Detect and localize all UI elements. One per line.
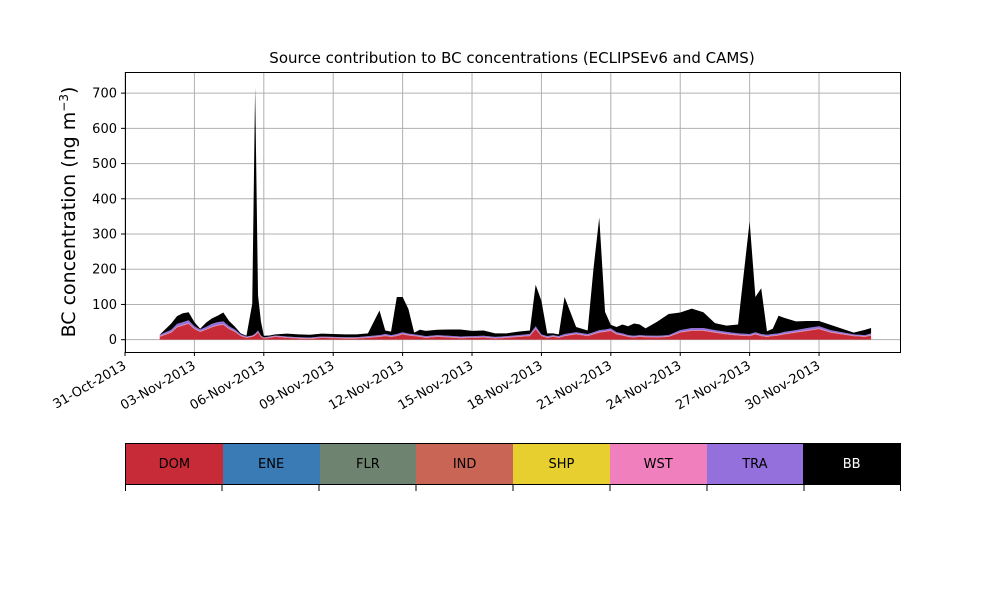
y-tick-label: 200 — [92, 263, 117, 278]
x-tick-label: 15-Nov-2013 — [396, 358, 476, 413]
x-tick-label: 18-Nov-2013 — [465, 358, 545, 413]
stacked-areas — [159, 87, 872, 340]
y-axis-label: BC concentration (ng m−3) — [57, 87, 80, 338]
legend-item-wst: WST — [609, 444, 707, 484]
y-axis-label-main: BC concentration (ng m — [58, 112, 80, 338]
y-tick-label: 0 — [109, 333, 117, 348]
legend-item-flr: FLR — [319, 444, 417, 484]
x-tick-label: 12-Nov-2013 — [326, 358, 406, 413]
legend-item-bb: BB — [803, 444, 900, 484]
legend-ticks — [125, 485, 901, 492]
x-axis-ticks: 31-Oct-201303-Nov-201306-Nov-201309-Nov-… — [51, 352, 823, 413]
legend: DOM ENE FLR IND SHP WST TRA BB — [125, 443, 901, 485]
plot-frame — [125, 72, 901, 353]
legend-item-dom: DOM — [126, 444, 223, 484]
legend-item-ene: ENE — [222, 444, 320, 484]
x-tick-label: 31-Oct-2013 — [51, 358, 129, 412]
y-tick-label: 300 — [92, 228, 117, 243]
y-tick-label: 400 — [92, 192, 117, 207]
legend-item-tra: TRA — [706, 444, 804, 484]
x-tick-label: 03-Nov-2013 — [118, 358, 198, 413]
area-dom — [159, 323, 872, 340]
x-tick-label: 21-Nov-2013 — [535, 358, 615, 413]
y-tick-label: 700 — [92, 87, 117, 102]
chart-title: Source contribution to BC concentrations… — [269, 49, 754, 67]
grid-lines — [124, 72, 900, 352]
x-tick-label: 30-Nov-2013 — [743, 358, 823, 413]
x-tick-label: 06-Nov-2013 — [188, 358, 268, 413]
y-tick-label: 600 — [92, 122, 117, 137]
area-bb — [159, 87, 872, 338]
y-axis-label-sup: −3 — [57, 94, 71, 112]
x-tick-label: 27-Nov-2013 — [673, 358, 753, 413]
x-tick-label: 24-Nov-2013 — [604, 358, 684, 413]
x-tick-label: 09-Nov-2013 — [257, 358, 337, 413]
y-axis-ticks: 0 100 200 300 400 500 600 700 — [92, 87, 125, 348]
legend-item-shp: SHP — [513, 444, 610, 484]
y-tick-label: 500 — [92, 157, 117, 172]
legend-item-ind: IND — [416, 444, 513, 484]
y-axis-label-end: ) — [58, 87, 80, 94]
y-tick-label: 100 — [92, 298, 117, 313]
